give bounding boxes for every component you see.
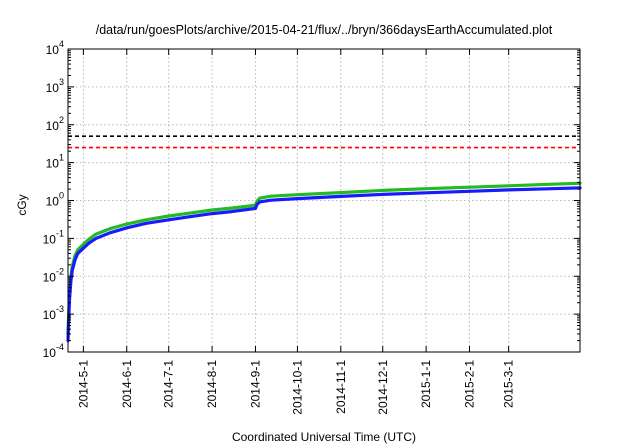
series-line bbox=[66, 186, 582, 343]
x-tick-label: 2015-3-1 bbox=[502, 360, 516, 408]
x-tick-label: 2014-10-1 bbox=[290, 360, 304, 415]
y-tick-label: 101 bbox=[46, 153, 64, 171]
x-tick-label: 2014-12-1 bbox=[376, 360, 390, 415]
chart-title: /data/run/goesPlots/archive/2015-04-21/f… bbox=[96, 23, 553, 37]
y-tick-label: 100 bbox=[46, 191, 64, 209]
y-tick-label: 102 bbox=[46, 115, 64, 133]
reference-lines bbox=[68, 135, 580, 149]
grid bbox=[68, 49, 580, 352]
x-tick-label: 2014-6-1 bbox=[120, 360, 134, 408]
x-tick-label: 2014-7-1 bbox=[162, 360, 176, 408]
y-tick-label: 10-1 bbox=[43, 228, 64, 246]
y-tick-label: 10-4 bbox=[43, 342, 64, 360]
y-axis: 10-4 10-3 10-2 10-1 100 101 102 103 104 bbox=[43, 39, 580, 360]
y-tick-label: 10-3 bbox=[43, 304, 64, 322]
x-tick-label: 2015-1-1 bbox=[419, 360, 433, 408]
x-axis: 2014-5-1 2014-6-1 2014-7-1 2014-8-1 2014-9-1… bbox=[76, 49, 516, 415]
series-line bbox=[66, 181, 582, 336]
x-axis-label: Coordinated Universal Time (UTC) bbox=[232, 430, 416, 444]
x-tick-label: 2014-11-1 bbox=[334, 360, 348, 414]
x-tick-label: 2014-9-1 bbox=[248, 360, 262, 408]
x-tick-label: 2014-5-1 bbox=[76, 360, 90, 408]
series-lines bbox=[66, 181, 582, 343]
x-tick-label: 2015-2-1 bbox=[462, 360, 476, 408]
y-tick-label: 103 bbox=[46, 77, 64, 95]
x-tick-label: 2014-8-1 bbox=[205, 360, 219, 408]
y-axis-label: cGy bbox=[15, 194, 29, 215]
y-tick-label: 10-2 bbox=[43, 266, 64, 284]
y-tick-label: 104 bbox=[46, 39, 64, 57]
